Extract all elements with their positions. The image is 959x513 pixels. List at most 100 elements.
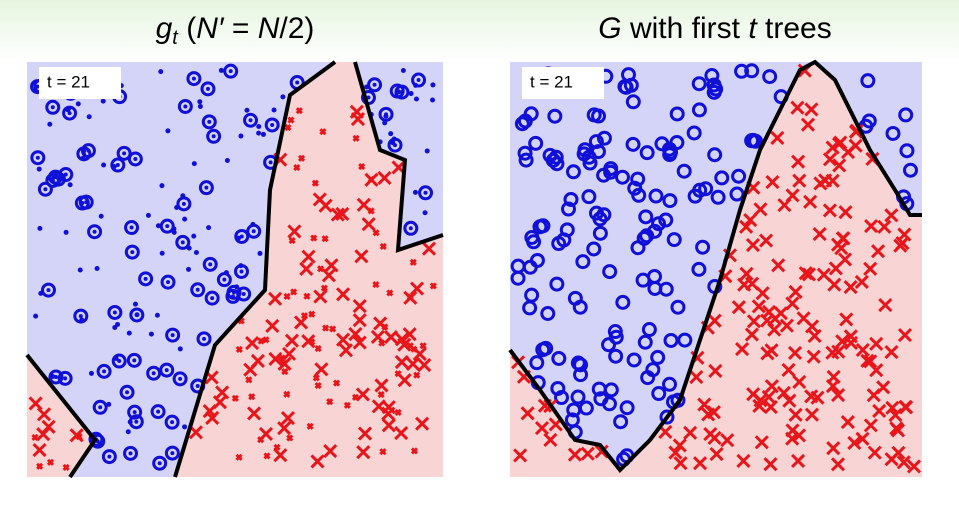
red-cross xyxy=(287,224,302,239)
red-cross xyxy=(356,445,371,460)
red-cross xyxy=(739,266,754,281)
red-cross xyxy=(298,154,306,162)
blue-circle xyxy=(367,77,383,93)
red-cross xyxy=(247,406,262,421)
red-cross xyxy=(855,342,870,357)
red-cross xyxy=(405,356,421,371)
red-cross xyxy=(402,327,417,342)
blue-circle xyxy=(225,288,241,304)
panel-title: G with first t trees xyxy=(598,12,831,45)
blue-dot xyxy=(98,213,104,219)
red-cross xyxy=(283,390,291,398)
blue-circle xyxy=(648,188,664,204)
blue-circle xyxy=(110,157,126,173)
red-cross xyxy=(876,380,891,395)
decision-boundary xyxy=(353,61,444,253)
blue-dot xyxy=(372,82,377,87)
red-region xyxy=(510,62,922,477)
blue-dot xyxy=(207,119,212,124)
decision-boundary xyxy=(25,353,98,479)
blue-dot xyxy=(270,122,275,127)
blue-dot xyxy=(164,368,169,373)
blue-circle xyxy=(565,164,581,180)
blue-circle xyxy=(607,324,623,340)
blue-circle xyxy=(698,181,714,197)
blue-circle xyxy=(164,414,180,430)
red-cross xyxy=(848,138,863,153)
blue-circle xyxy=(127,404,143,420)
red-cross xyxy=(751,299,766,314)
blue-dot xyxy=(416,78,421,83)
label-box xyxy=(39,67,121,99)
blue-circle xyxy=(662,376,678,392)
blue-dot xyxy=(238,133,244,139)
blue-circle xyxy=(619,400,635,416)
red-cross xyxy=(415,416,430,431)
blue-dot xyxy=(195,287,200,292)
blue-dot xyxy=(115,321,121,327)
blue-dot xyxy=(159,183,165,189)
blue-circle xyxy=(615,294,631,310)
red-cross xyxy=(335,287,351,302)
blue-dot xyxy=(86,114,92,120)
red-cross xyxy=(804,102,819,117)
red-cross xyxy=(394,355,409,370)
blue-circle xyxy=(517,145,533,161)
red-cross xyxy=(245,336,260,351)
blue-circle xyxy=(659,409,675,425)
blue-circle xyxy=(124,220,140,236)
blue-dot xyxy=(80,201,85,206)
blue-dot xyxy=(228,69,233,74)
blue-dot xyxy=(78,314,83,319)
red-cross xyxy=(409,258,417,266)
blue-dot xyxy=(77,267,83,273)
blue-circle xyxy=(540,306,556,322)
red-cross xyxy=(840,414,855,430)
blue-circle xyxy=(549,276,565,292)
blue-circle xyxy=(860,73,876,89)
red-cross xyxy=(864,218,879,234)
blue-circle xyxy=(567,290,583,306)
blue-circle xyxy=(626,352,642,368)
blue-dot xyxy=(100,98,106,104)
blue-dot xyxy=(63,172,68,177)
blue-circle xyxy=(631,187,647,203)
red-cross xyxy=(288,237,296,245)
blue-dot xyxy=(191,76,196,81)
red-cross xyxy=(763,457,778,472)
blue-circle xyxy=(40,282,56,298)
red-cross xyxy=(743,212,758,228)
blue-circle xyxy=(175,234,191,250)
red-cross xyxy=(284,123,292,132)
red-cross xyxy=(301,334,316,349)
blue-dot xyxy=(197,103,203,109)
red-cross xyxy=(394,426,409,441)
red-cross xyxy=(788,284,803,300)
blue-circle xyxy=(129,307,145,323)
red-cross xyxy=(282,346,297,361)
blue-dot xyxy=(170,420,175,425)
red-cross xyxy=(854,274,869,289)
red-cross xyxy=(872,403,887,419)
blue-circle xyxy=(561,201,577,217)
red-cross xyxy=(265,318,280,334)
red-cross xyxy=(800,117,816,132)
red-cross xyxy=(371,399,386,414)
blue-circle xyxy=(246,223,262,239)
red-cross xyxy=(69,428,84,443)
blue-circle xyxy=(378,106,394,122)
red-cross xyxy=(863,418,878,433)
blue-dot xyxy=(234,284,240,290)
blue-dot xyxy=(195,383,200,388)
blue-circle xyxy=(593,391,609,407)
decision-boundary xyxy=(508,59,922,473)
blue-circle xyxy=(116,145,132,161)
blue-circle xyxy=(523,106,539,122)
blue-dot xyxy=(132,358,137,363)
red-cross xyxy=(764,379,779,394)
blue-dot xyxy=(170,333,175,338)
red-cross xyxy=(299,261,314,276)
blue-circle xyxy=(706,84,722,100)
red-cross xyxy=(884,345,899,360)
blue-dot xyxy=(430,97,436,103)
